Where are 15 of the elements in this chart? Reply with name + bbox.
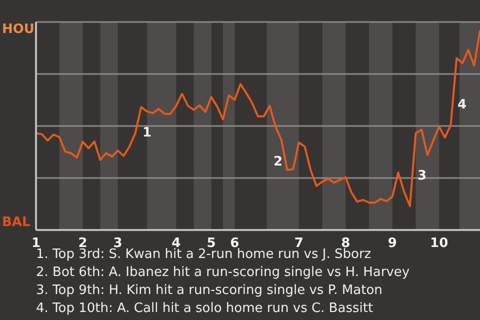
annotation: 1 [142,126,152,140]
text: HOU [2,22,34,37]
x-tick-label: 7 [294,236,304,252]
x-tick-label: 10 [430,236,448,252]
text: 4. Top 10th: A. Call hit a solo home run vs C. Bassitt [36,300,374,318]
x-tick-label: 5 [206,236,216,252]
annotation: 3 [417,168,427,184]
text: BAL [2,215,30,230]
x-tick-label: 6 [230,236,240,252]
text: 3. Top 9th: H. Kim hit a run-scoring single vs P. Maton [36,282,384,300]
annotation: 2 [273,154,283,170]
x-tick-label: 3 [113,236,122,252]
x-tick-label: 9 [388,236,397,252]
text: 2. Bot 6th: A. Ibanez hit a run-scoring single vs H. Harvey [36,264,410,282]
annotation: 4 [457,98,467,112]
